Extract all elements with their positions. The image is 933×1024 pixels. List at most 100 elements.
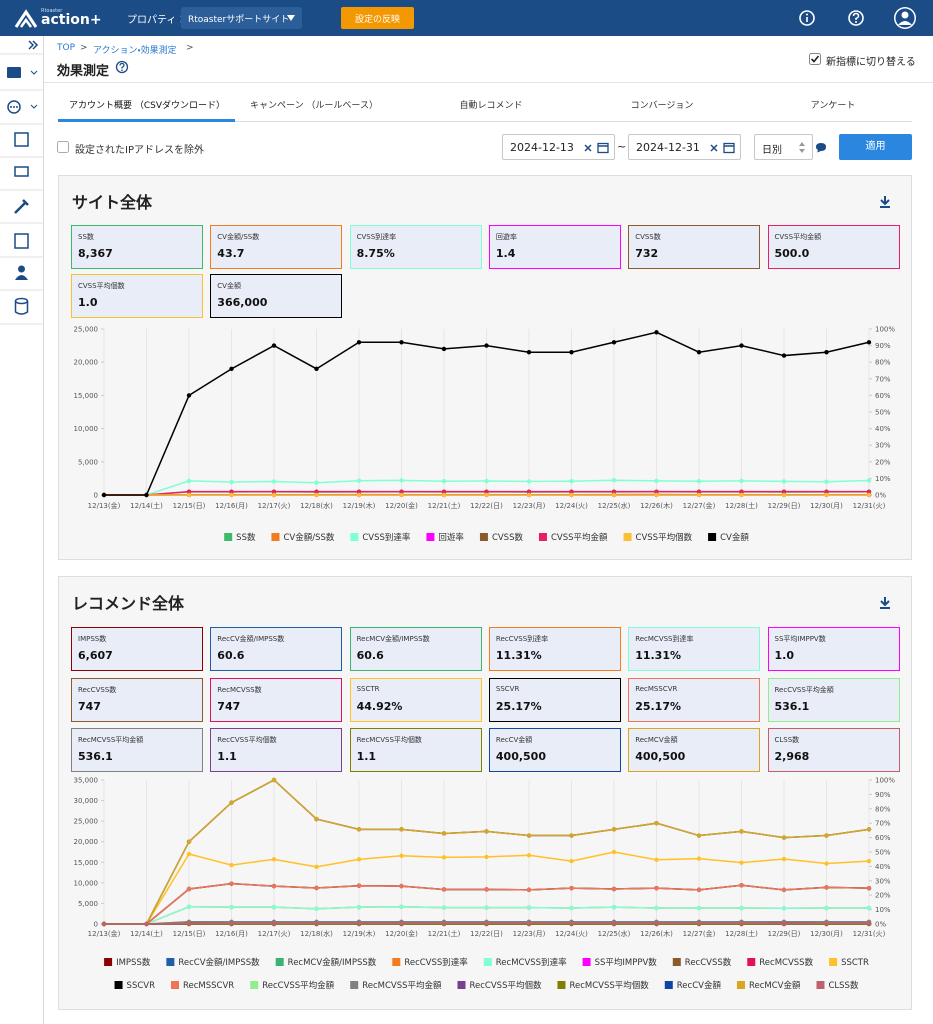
kpi-card: RecMCV金額/IMPSS数 60.6 [349, 627, 482, 671]
y-tick-label: 0% [875, 492, 886, 500]
x-tick-label: 12/19(木) [343, 501, 376, 510]
data-point [866, 827, 872, 832]
legend-item[interactable]: CVSS平均金額 [538, 532, 608, 543]
data-point [654, 857, 659, 862]
legend-swatch [672, 958, 681, 966]
apply-settings-button[interactable]: 設定の反映 [341, 7, 414, 29]
section-title: レコメンド全体 [72, 594, 185, 613]
switch-label: 新指標に切り替える [826, 57, 916, 68]
legend-swatch [426, 533, 435, 541]
interval-select[interactable]: 日別 [754, 134, 813, 160]
apply-button[interactable]: 適用 [839, 134, 912, 160]
data-point [526, 921, 532, 926]
legend-item[interactable]: RecMSSCVR [171, 981, 234, 991]
data-point [441, 905, 447, 910]
legend-item[interactable]: RecCV金額 [664, 980, 722, 991]
legend-item[interactable]: RecCVSS数 [672, 957, 732, 968]
legend-item[interactable]: RecMCV金額/IMPSS数 [275, 957, 377, 968]
legend-item[interactable]: CV金額 [708, 532, 749, 543]
legend-item[interactable]: SS平均IMPPV数 [582, 957, 658, 968]
exclude-ip-checkbox[interactable] [57, 141, 69, 153]
data-point [356, 478, 362, 483]
legend-item[interactable]: IMPSS数 [104, 957, 151, 968]
kpi-value: 400,500 [495, 750, 546, 763]
tab-label[interactable]: アカウント概要 （CSVダウンロード） [68, 101, 226, 111]
kpi-label: RecCV金額 [495, 736, 533, 744]
data-point [824, 479, 829, 484]
kpi-card: IMPSS数 6,607 [71, 627, 203, 671]
legend-item[interactable]: CLSS数 [816, 980, 859, 991]
property-select[interactable]: Rtoasterサポートサイト [181, 7, 302, 29]
legend-label: CLSS数 [828, 980, 858, 991]
data-point [696, 489, 702, 494]
data-point [824, 905, 829, 911]
data-point [654, 921, 659, 926]
kpi-value: 732 [635, 247, 659, 260]
legend-item[interactable]: CVSS到達率 [350, 532, 411, 543]
download-icon[interactable] [879, 195, 891, 209]
help-icon[interactable] [847, 9, 865, 27]
data-point [696, 350, 702, 355]
legend-item[interactable]: SS数 [224, 532, 256, 543]
download-icon[interactable] [879, 596, 891, 610]
end-date-input[interactable]: 2024-12-31 [628, 134, 741, 160]
y-tick-label: 30,000 [74, 797, 99, 805]
data-point [569, 350, 574, 355]
tab-label[interactable]: コンバージョン [630, 101, 694, 111]
legend-item[interactable]: RecCV金額/IMPSS数 [166, 957, 260, 968]
tab-label[interactable]: キャンペーン （ルールベース） [250, 101, 378, 111]
legend-item[interactable]: CV金額/SS数 [271, 532, 335, 543]
data-point [484, 921, 489, 926]
legend-item[interactable]: RecMCVSS数 [747, 957, 814, 968]
kpi-card: RecMCVSS数 747 [210, 678, 343, 722]
switch-checkbox[interactable] [809, 53, 821, 65]
legend-item[interactable]: SSCVR [114, 981, 156, 991]
data-point [526, 489, 532, 494]
data-point [441, 346, 447, 352]
y-tick-label: 0 [94, 492, 98, 500]
kpi-value: 43.7 [217, 247, 245, 260]
legend-item[interactable]: RecCVSS到達率 [392, 957, 468, 968]
data-point [739, 883, 744, 888]
kpi-label: RecCVSS数 [78, 686, 117, 694]
legend-item[interactable]: RecMCVSS平均個数 [557, 980, 649, 991]
legend-swatch [538, 533, 547, 541]
breadcrumb-link[interactable]: アクション・効果測定 [93, 46, 177, 56]
tab-label[interactable]: アンケート [810, 101, 856, 111]
kpi-value: 60.6 [356, 649, 384, 662]
data-point [399, 883, 404, 889]
legend-item[interactable]: RecMCVSS平均金額 [350, 980, 442, 991]
legend-item[interactable]: RecCVSS平均金額 [250, 980, 335, 991]
legend-item[interactable]: RecMCV金額 [736, 980, 801, 991]
help-icon[interactable] [115, 60, 129, 74]
y-tick-label: 20,000 [74, 838, 99, 846]
breadcrumb-link[interactable]: TOP [57, 43, 76, 53]
avatar[interactable] [893, 6, 917, 30]
start-date-input[interactable]: 2024-12-13 [502, 134, 615, 160]
data-point [484, 489, 489, 494]
data-point [399, 478, 404, 483]
data-point [696, 921, 702, 926]
data-point [186, 492, 192, 498]
tab-bar: アカウント概要 （CSVダウンロード） キャンペーン （ルールベース） 自動レコメン… [58, 90, 912, 122]
data-point [144, 921, 149, 927]
legend-item[interactable]: RecMCVSS到達率 [483, 957, 567, 968]
data-point [271, 857, 277, 862]
info-icon[interactable] [798, 9, 816, 27]
legend-label: CV金額/SS数 [283, 532, 334, 543]
comment-icon[interactable] [815, 142, 827, 153]
data-point [314, 816, 319, 822]
legend-label: RecCV金額/IMPSS数 [178, 957, 260, 968]
data-point [484, 492, 489, 498]
data-point [356, 857, 362, 862]
data-point [526, 833, 532, 838]
legend-item[interactable]: SSCTR [829, 958, 869, 968]
legend-item[interactable]: 回遊率 [426, 532, 464, 543]
data-point [569, 858, 574, 864]
tab-label[interactable]: 自動レコメンド [459, 101, 523, 111]
legend-item[interactable]: CVSS平均個数 [623, 532, 693, 543]
end-date: 2024-12-31 [636, 141, 700, 154]
legend-item[interactable]: CVSS数 [479, 532, 524, 543]
legend-item[interactable]: RecCVSS平均個数 [457, 980, 542, 991]
